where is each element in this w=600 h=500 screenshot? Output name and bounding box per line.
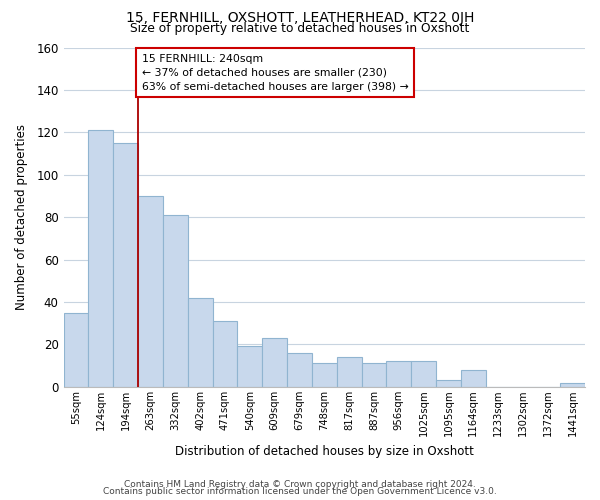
Bar xyxy=(88,130,113,387)
Text: 15 FERNHILL: 240sqm
← 37% of detached houses are smaller (230)
63% of semi-detac: 15 FERNHILL: 240sqm ← 37% of detached ho… xyxy=(142,54,409,92)
Bar xyxy=(238,346,262,387)
Y-axis label: Number of detached properties: Number of detached properties xyxy=(15,124,28,310)
Bar xyxy=(212,321,238,387)
Text: Contains public sector information licensed under the Open Government Licence v3: Contains public sector information licen… xyxy=(103,487,497,496)
Bar xyxy=(262,338,287,387)
Bar xyxy=(113,143,138,387)
Bar xyxy=(386,362,411,387)
Text: Size of property relative to detached houses in Oxshott: Size of property relative to detached ho… xyxy=(130,22,470,35)
Bar xyxy=(188,298,212,387)
Bar xyxy=(287,353,312,387)
Bar xyxy=(312,364,337,387)
Bar xyxy=(411,362,436,387)
Bar xyxy=(560,382,585,387)
Bar xyxy=(362,364,386,387)
Bar xyxy=(64,312,88,387)
Bar xyxy=(163,215,188,387)
X-axis label: Distribution of detached houses by size in Oxshott: Distribution of detached houses by size … xyxy=(175,444,474,458)
Bar xyxy=(138,196,163,387)
Text: 15, FERNHILL, OXSHOTT, LEATHERHEAD, KT22 0JH: 15, FERNHILL, OXSHOTT, LEATHERHEAD, KT22… xyxy=(126,11,474,25)
Text: Contains HM Land Registry data © Crown copyright and database right 2024.: Contains HM Land Registry data © Crown c… xyxy=(124,480,476,489)
Bar xyxy=(337,357,362,387)
Bar xyxy=(461,370,485,387)
Bar xyxy=(436,380,461,387)
